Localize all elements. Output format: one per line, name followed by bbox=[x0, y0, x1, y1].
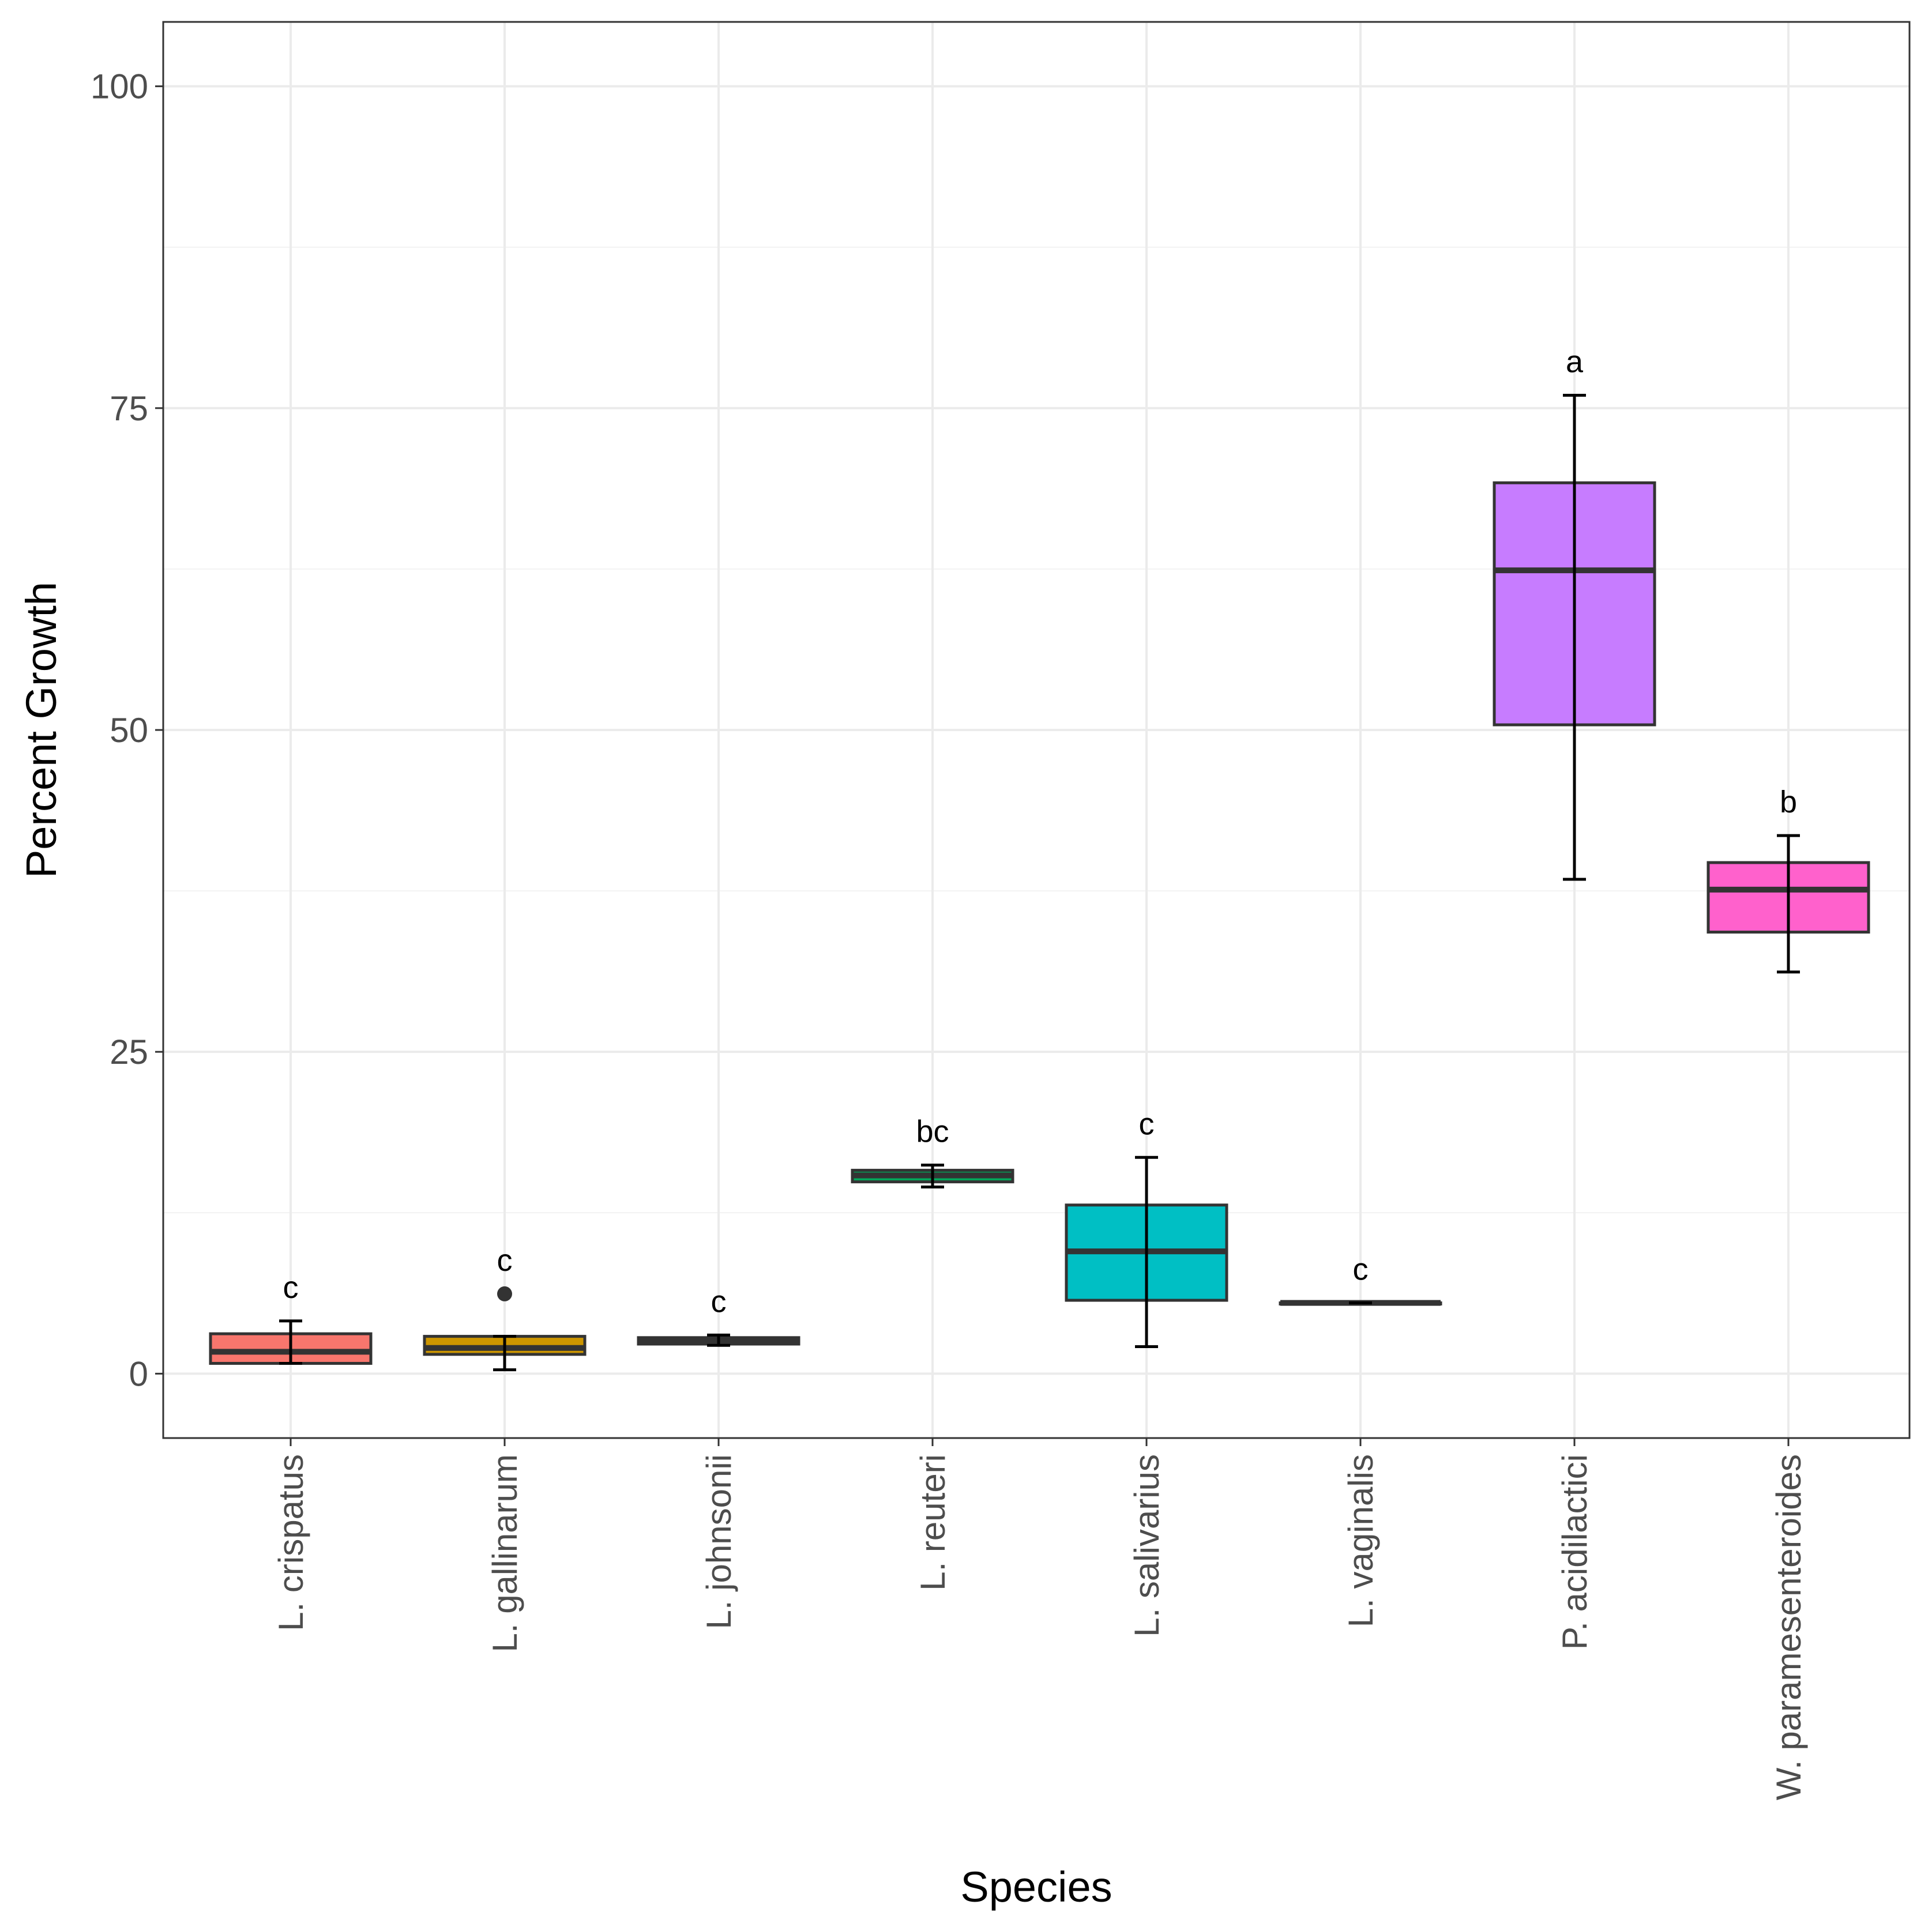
significance-letter: c bbox=[711, 1284, 727, 1319]
box-p-acidilactici: a bbox=[1493, 344, 1656, 881]
box-l-johnsonii: c bbox=[637, 1284, 800, 1347]
significance-letter: a bbox=[1566, 344, 1584, 379]
significance-letter: c bbox=[1353, 1252, 1369, 1287]
x-tick-label: L. salivarius bbox=[1127, 1454, 1166, 1637]
box-series: c c c bc c c a b bbox=[209, 344, 1870, 1372]
x-tick-label: L. vaginalis bbox=[1341, 1454, 1380, 1627]
box-l-salivarius: c bbox=[1065, 1106, 1228, 1348]
x-tick-label: P. acidilactici bbox=[1555, 1454, 1594, 1650]
x-tick-label: L. johnsonii bbox=[700, 1454, 738, 1629]
significance-letter: bc bbox=[916, 1115, 949, 1149]
major-gridlines bbox=[163, 22, 1910, 1438]
box-l-crispatus: c bbox=[209, 1270, 373, 1365]
y-tick-label: 0 bbox=[129, 1354, 148, 1393]
significance-letter: b bbox=[1780, 785, 1797, 819]
box-l-reuteri: bc bbox=[851, 1115, 1014, 1189]
outlier-point bbox=[497, 1286, 512, 1301]
y-axis-title: Percent Growth bbox=[17, 582, 65, 878]
box-l-vaginalis: c bbox=[1279, 1252, 1442, 1306]
box-w-paramesenteroides: b bbox=[1707, 785, 1870, 974]
significance-letter: c bbox=[283, 1270, 299, 1305]
significance-letter: c bbox=[497, 1243, 513, 1278]
x-tick-label: W. paramesenteroides bbox=[1769, 1454, 1808, 1800]
x-tick-label: L. reuteri bbox=[914, 1454, 952, 1591]
y-tick-label: 50 bbox=[110, 711, 148, 750]
y-tick-label: 75 bbox=[110, 389, 148, 428]
box-l-gallinarum: c bbox=[423, 1243, 587, 1372]
x-axis: L. crispatus L. gallinarum L. johnsonii L. … bbox=[272, 1438, 1808, 1800]
x-axis-title: Species bbox=[960, 1863, 1112, 1911]
x-tick-label: L. crispatus bbox=[272, 1454, 310, 1631]
x-tick-label: L. gallinarum bbox=[486, 1454, 524, 1653]
y-tick-label: 25 bbox=[110, 1033, 148, 1071]
y-tick-label: 100 bbox=[91, 67, 148, 106]
y-axis: 0 25 50 75 100 bbox=[91, 67, 163, 1393]
significance-letter: c bbox=[1139, 1106, 1155, 1141]
